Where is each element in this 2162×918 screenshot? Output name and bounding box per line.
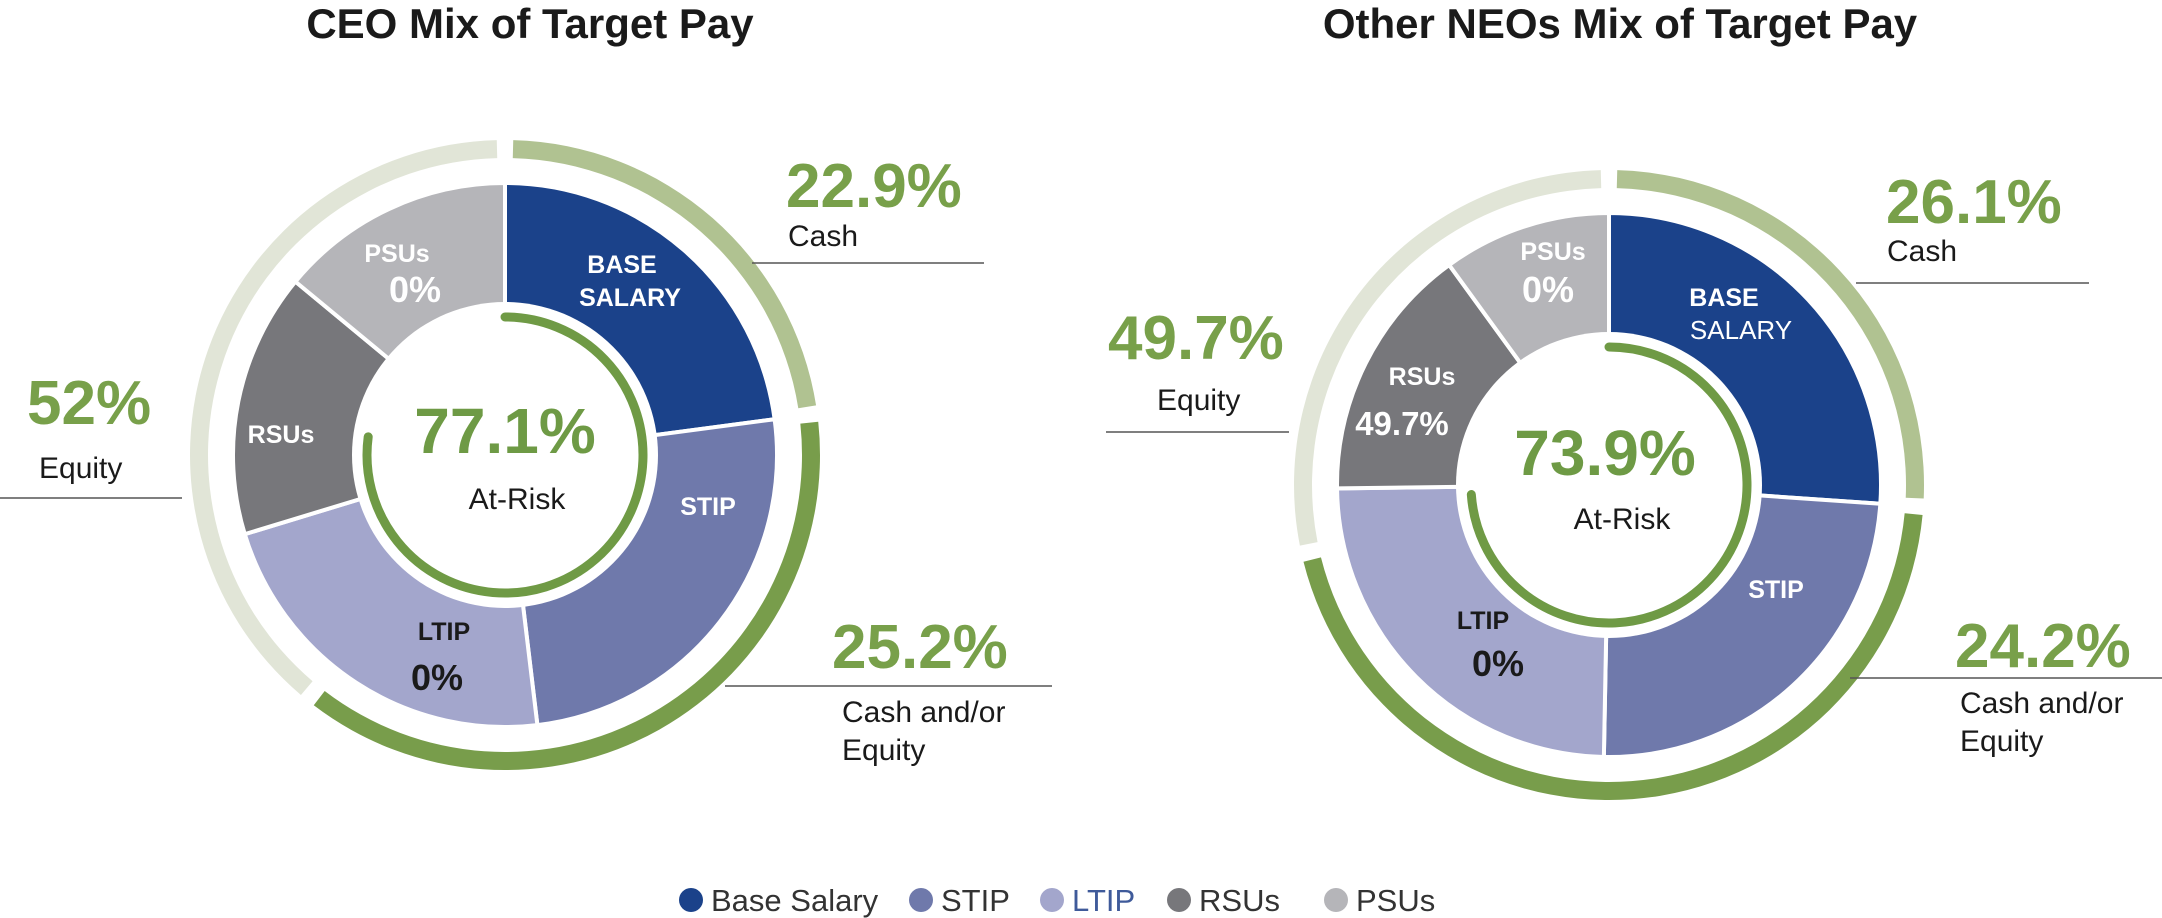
- legend-label-base-salary: Base Salary: [711, 883, 879, 918]
- ceo-leader-lines: [0, 262, 1052, 687]
- neo-leader-lines: [1106, 282, 2162, 679]
- ceo-psus-label: PSUs: [364, 240, 429, 268]
- neo-ltip-value: 0%: [1472, 643, 1524, 684]
- ceo-equity-value: 52%: [27, 369, 151, 438]
- ceo-center-value: 77.1%: [414, 395, 595, 467]
- legend-swatch-base-salary: [679, 888, 703, 912]
- legend-label-stip: STIP: [941, 883, 1010, 918]
- ceo-cash-label: Cash: [788, 220, 858, 253]
- ceo-inner-pie: [231, 180, 779, 729]
- ceo-cash-value: 22.9%: [786, 152, 962, 221]
- neo-stip-label: STIP: [1748, 576, 1804, 604]
- legend-label-ltip: LTIP: [1072, 883, 1135, 918]
- ceo-outer-ring-cash: [512, 140, 817, 409]
- neo-center-disk: [1456, 332, 1762, 638]
- ceo-chart-title: CEO Mix of Target Pay: [306, 0, 754, 47]
- neo-at-risk-arc: [1466, 342, 1752, 628]
- ceo-center-disk: [352, 302, 658, 608]
- neo-rsus-value: 49.7%: [1355, 405, 1449, 442]
- neo-cash-equity-label-2: Equity: [1960, 725, 2043, 758]
- legend-label-psus: PSUs: [1356, 883, 1435, 918]
- neo-cash-label: Cash: [1887, 235, 1957, 268]
- ceo-ltip-value: 0%: [411, 657, 463, 698]
- legend-swatch-psus: [1324, 888, 1348, 912]
- neo-equity-label: Equity: [1157, 384, 1240, 417]
- neo-psus-value: 0%: [1522, 269, 1574, 310]
- legend-label-rsus: RSUs: [1199, 883, 1280, 918]
- neo-center-label: At-Risk: [1574, 503, 1672, 536]
- neo-inner-pie: [1334, 210, 1883, 759]
- ceo-equity-label: Equity: [39, 452, 122, 485]
- ceo-rsus-label: RSUs: [248, 421, 315, 449]
- ceo-base-salary-label-2: SALARY: [579, 284, 681, 312]
- neo-base-salary-label-1: BASE: [1689, 284, 1758, 312]
- legend-swatch-ltip: [1040, 888, 1064, 912]
- ceo-outer-ring: [190, 140, 820, 770]
- ceo-outer-ring-cash_equity: [313, 421, 820, 770]
- ceo-at-risk-arc: [362, 312, 648, 598]
- legend-swatch-stip: [909, 888, 933, 912]
- neo-cash-equity-label-1: Cash and/or: [1960, 687, 2123, 720]
- ceo-donut-chart: CEO Mix of Target Pay 77.1% At-Risk BASE…: [0, 0, 1052, 770]
- ceo-stip-label: STIP: [680, 493, 736, 521]
- ceo-base-salary-label-1: BASE: [587, 251, 656, 279]
- neo-cash-equity-value: 24.2%: [1955, 612, 2131, 681]
- neo-psus-label: PSUs: [1520, 238, 1585, 266]
- neo-center-value: 73.9%: [1514, 417, 1695, 489]
- neo-ltip-label: LTIP: [1457, 607, 1509, 635]
- legend: Base Salary STIP LTIP RSUs PSUs: [679, 883, 1435, 918]
- neo-equity-value: 49.7%: [1108, 304, 1284, 373]
- neo-base-salary-label-2: SALARY: [1690, 315, 1792, 345]
- ceo-cash-equity-value: 25.2%: [832, 613, 1008, 682]
- ceo-psus-value: 0%: [389, 269, 441, 310]
- neo-chart-title: Other NEOs Mix of Target Pay: [1323, 0, 1918, 47]
- neo-donut-chart: Other NEOs Mix of Target Pay 73.9% At-Ri…: [1106, 0, 2162, 800]
- neo-cash-value: 26.1%: [1886, 168, 2062, 237]
- ceo-cash-equity-label-2: Equity: [842, 734, 925, 767]
- ceo-ltip-label: LTIP: [418, 618, 470, 646]
- ceo-center-label: At-Risk: [469, 483, 567, 516]
- legend-swatch-rsus: [1167, 888, 1191, 912]
- ceo-cash-equity-label-1: Cash and/or: [842, 696, 1005, 729]
- neo-rsus-label: RSUs: [1389, 363, 1456, 391]
